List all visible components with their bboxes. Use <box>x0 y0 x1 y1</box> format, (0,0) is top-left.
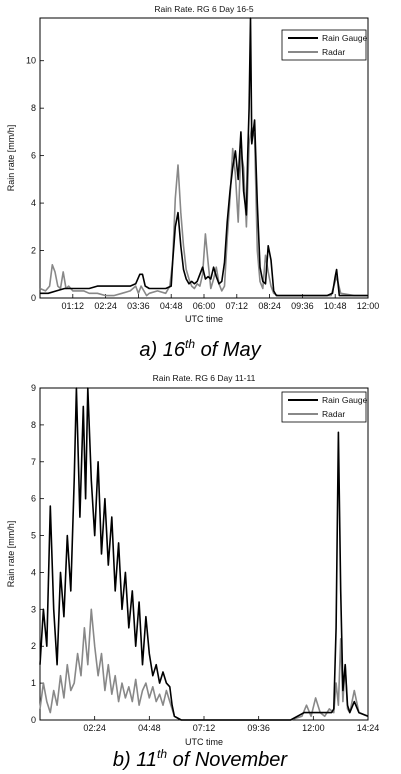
chart-rain-rate-may: 01:12 02:24 03:36 04:48 06:00 07:12 08:24 09:36… <box>6 4 379 361</box>
series-line-rain-gauge <box>40 17 368 297</box>
x-tick-label: 07:12 <box>193 723 216 733</box>
legend-box <box>281 391 367 423</box>
y-tick-label: 0 <box>31 715 36 725</box>
x-tick-label: 04:48 <box>160 301 183 311</box>
legend-label-rain-gauge: Rain Gauge <box>322 33 368 43</box>
series-line-rain-gauge <box>39 387 369 721</box>
caption: b) 11th of November <box>113 747 289 771</box>
y-axis-label: Rain rate [mm/h] <box>6 521 16 588</box>
legend-label-radar: Radar <box>322 47 345 57</box>
y-tick-label: 10 <box>26 56 36 66</box>
x-tick-label: 02:24 <box>94 301 117 311</box>
legend: Rain Gauge Radar <box>281 29 368 61</box>
y-tick-label: 6 <box>31 494 36 504</box>
y-tick-label: 2 <box>31 641 36 651</box>
x-tick-label: 04:48 <box>138 723 161 733</box>
y-tick-label: 0 <box>31 293 36 303</box>
x-tick-label: 08:24 <box>258 301 281 311</box>
caption: a) 16th of May <box>139 337 261 361</box>
x-tick-label: 06:00 <box>193 301 216 311</box>
x-axis-label: UTC time <box>185 314 223 324</box>
y-tick-label: 8 <box>31 103 36 113</box>
series-line-radar <box>39 126 368 297</box>
y-tick-label: 8 <box>31 420 36 430</box>
y-tick-label: 4 <box>31 198 36 208</box>
chart-title: Rain Rate. RG 6 Day 16-5 <box>154 4 253 14</box>
legend-box <box>281 29 367 61</box>
x-tick-label: 02:24 <box>83 723 106 733</box>
y-tick-label: 3 <box>31 604 36 614</box>
y-axis-label: Rain rate [mm/h] <box>6 125 16 192</box>
y-tick-label: 2 <box>31 246 36 256</box>
x-tick-label: 12:00 <box>357 301 380 311</box>
x-tick-label: 09:36 <box>247 723 270 733</box>
y-tick-label: 7 <box>31 457 36 467</box>
x-tick-label: 07:12 <box>226 301 249 311</box>
series-line-radar <box>39 608 369 721</box>
y-tick-label: 1 <box>31 678 36 688</box>
y-tick-label: 4 <box>31 567 36 577</box>
x-tick-label: 12:00 <box>302 723 325 733</box>
y-tick-label: 9 <box>31 383 36 393</box>
x-tick-label: 01:12 <box>62 301 85 311</box>
x-tick-label: 14:24 <box>357 723 380 733</box>
x-axis-label: UTC time <box>185 737 223 747</box>
legend-label-radar: Radar <box>322 409 345 419</box>
chart-rain-rate-november: 02:24 04:48 07:12 09:36 12:00 14:24 0 1 2 3 4 5 6 7 8 9… <box>6 373 379 771</box>
x-tick-label: 03:36 <box>127 301 150 311</box>
legend: Rain Gauge Radar <box>281 391 368 423</box>
plot-area <box>39 387 369 721</box>
x-tick-label: 09:36 <box>291 301 314 311</box>
chart-title: Rain Rate. RG 6 Day 11-11 <box>153 373 256 383</box>
y-tick-label: 5 <box>31 531 36 541</box>
x-tick-label: 10:48 <box>324 301 347 311</box>
y-tick-label: 6 <box>31 151 36 161</box>
legend-label-rain-gauge: Rain Gauge <box>322 395 368 405</box>
